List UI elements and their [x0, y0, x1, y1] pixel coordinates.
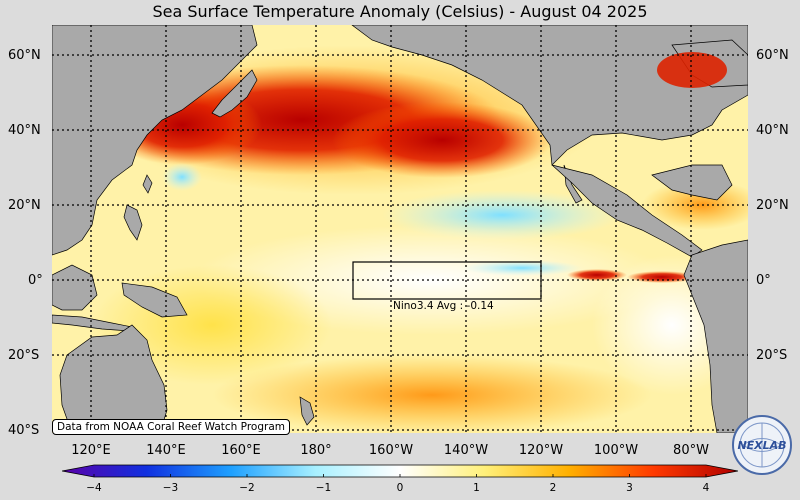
lat-label-40n-left: 40°N: [8, 123, 41, 138]
lat-label-20s-right: 20°S: [756, 348, 788, 363]
lon-label-100w: 100°W: [593, 443, 639, 458]
lon-label-120w: 120°W: [518, 443, 564, 458]
nino34-box: [352, 261, 542, 300]
lon-label-80w: 80°W: [673, 443, 709, 458]
map-title: Sea Surface Temperature Anomaly (Celsius…: [152, 2, 648, 21]
nino34-average-label: Nino3.4 Avg : -0.14: [393, 300, 494, 312]
lat-label-eq-left: 0°: [28, 273, 43, 288]
data-credit: Data from NOAA Coral Reef Watch Program: [52, 419, 290, 435]
colorbar: [61, 463, 739, 482]
lat-label-40n-right: 40°N: [756, 123, 789, 138]
lon-label-160w: 160°W: [368, 443, 414, 458]
colorbar-tick-2: 2: [549, 482, 557, 494]
nexlab-logo-text: NEXLAB: [737, 439, 786, 452]
colorbar-tick-neg4: −4: [86, 482, 102, 494]
nexlab-logo: NEXLAB: [731, 414, 793, 480]
sst-anomaly-map: [52, 25, 748, 433]
colorbar-tick-0: 0: [396, 482, 404, 494]
colorbar-tick-3: 3: [626, 482, 633, 494]
colorbar-tick-4: 4: [702, 482, 710, 494]
lat-label-20n-left: 20°N: [8, 198, 41, 213]
lat-label-60n-left: 60°N: [8, 48, 41, 63]
lat-label-20s-left: 20°S: [8, 348, 40, 363]
colorbar-tick-neg3: −3: [162, 482, 179, 494]
colorbar-tick-1: 1: [473, 482, 480, 494]
lon-label-140w: 140°W: [443, 443, 489, 458]
lat-label-eq-right: 0°: [756, 273, 771, 288]
colorbar-tick-neg2: −2: [239, 482, 255, 494]
lon-label-140e: 140°E: [146, 443, 186, 458]
lat-label-20n-right: 20°N: [756, 198, 789, 213]
lon-label-120e: 120°E: [71, 443, 111, 458]
colorbar-tick-neg1: −1: [315, 482, 332, 494]
lon-label-180: 180°: [300, 443, 332, 458]
lat-label-60n-right: 60°N: [756, 48, 789, 63]
lon-label-160e: 160°E: [221, 443, 261, 458]
lat-label-40s-left: 40°S: [8, 423, 40, 438]
